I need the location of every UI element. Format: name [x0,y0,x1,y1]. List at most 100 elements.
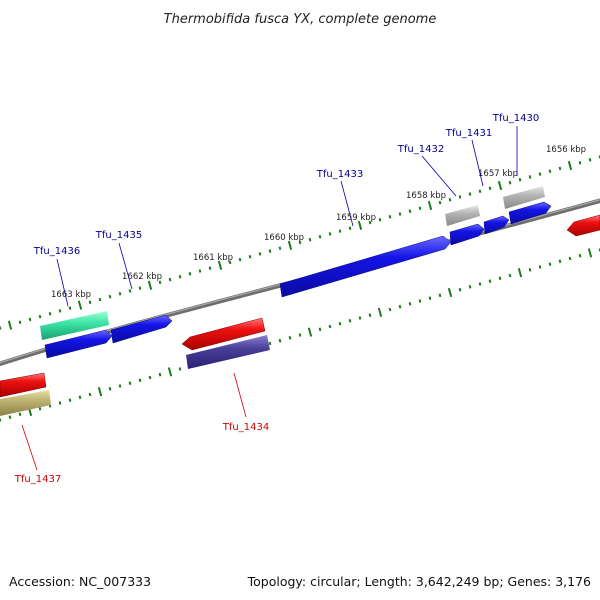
outer-ruler-minor-tick [308,237,312,242]
outer-ruler-minor-tick [178,274,182,279]
inner-ruler-minor-tick [8,415,12,419]
inner-ruler-minor-tick [458,287,462,292]
outer-ruler-minor-tick [348,226,352,231]
feature-bar-olive-1437[interactable] [0,390,51,416]
tick-label-1659: 1659 kbp [336,213,376,223]
genome-summary-text: Topology: circular; Length: 3,642,249 bp… [247,574,591,589]
feature-bar-grey-1430[interactable] [503,186,545,209]
outer-ruler-minor-tick [198,269,202,273]
leader-line-tfu-1433 [340,180,354,227]
gene-label-tfu-1436[interactable]: Tfu_1436 [33,246,80,257]
outer-ruler-minor-tick [118,292,122,296]
inner-ruler-minor-tick [478,282,482,286]
inner-ruler-minor-tick [38,406,42,411]
inner-ruler-minor-tick [178,367,182,371]
gene-label-tfu-1437[interactable]: Tfu_1437 [14,474,61,485]
inner-ruler-minor-tick [548,262,552,266]
gene-label-tfu-1434[interactable]: Tfu_1434 [222,422,269,433]
outer-ruler-minor-tick [38,314,42,319]
inner-ruler-minor-tick [128,381,132,385]
gene-arrow-tfu-1433[interactable] [279,235,452,298]
outer-ruler-minor-tick [268,249,272,253]
outer-ruler-minor-tick [368,220,372,225]
outer-ruler-minor-tick [258,252,262,256]
gene-label-tfu-1431[interactable]: Tfu_1431 [445,128,492,139]
inner-ruler-minor-tick [568,256,572,261]
inner-ruler-minor-tick [558,259,562,264]
outer-ruler-minor-tick [108,294,112,299]
inner-ruler-minor-tick [498,276,502,281]
accession-text: Accession: NC_007333 [9,574,151,589]
gene-arrow-tfu-1434[interactable] [181,317,266,351]
inner-ruler-minor-tick [508,273,512,278]
inner-ruler-minor-tick [318,327,322,332]
outer-ruler-minor-tick [338,229,342,233]
gene-label-tfu-1432[interactable]: Tfu_1432 [397,144,444,155]
inner-ruler-minor-tick [138,378,142,383]
inner-ruler-minor-tick [68,398,72,402]
tick-label-1662: 1662 kbp [122,272,162,282]
outer-ruler-minor-tick [188,272,192,276]
outer-ruler-major-tick [567,160,573,171]
inner-ruler-minor-tick [348,319,352,323]
feature-bar-navy-1434[interactable] [186,335,270,369]
inner-ruler-minor-tick [438,293,442,298]
outer-ruler-major-tick [357,220,363,230]
gene-arrow-tfu-1431[interactable] [483,215,510,235]
outer-ruler-minor-tick [228,260,232,265]
gene-arrow-tfu-1432[interactable] [449,223,485,246]
feature-bar-grey-1432[interactable] [445,205,480,226]
inner-ruler-minor-tick [288,336,292,340]
outer-ruler-major-tick [427,200,433,211]
outer-ruler-minor-tick [418,206,422,211]
tick-label-1663: 1663 kbp [51,290,91,300]
gene-label-tfu-1430[interactable]: Tfu_1430 [492,113,539,124]
outer-ruler-minor-tick [58,309,62,313]
outer-ruler-minor-tick [138,286,142,290]
inner-ruler-minor-tick [148,375,152,380]
inner-ruler-major-tick [377,307,383,317]
inner-ruler-minor-tick [108,387,112,391]
inner-ruler-major-tick [447,287,453,298]
gene-label-tfu-1433[interactable]: Tfu_1433 [316,169,363,180]
outer-ruler-major-tick [77,300,83,310]
gene-arrow-tfu-1436[interactable] [44,329,113,359]
inner-ruler-minor-tick [338,321,342,326]
outer-ruler [0,155,600,330]
inner-ruler-minor-tick [88,392,92,397]
outer-ruler-minor-tick [128,289,132,293]
gene-label-tfu-1435[interactable]: Tfu_1435 [95,230,142,241]
gene-arrow-tfu-1435[interactable] [110,314,173,344]
inner-ruler-minor-tick [118,384,122,388]
inner-ruler-major-tick [97,387,103,397]
outer-ruler-minor-tick [468,192,472,196]
outer-ruler-minor-tick [248,254,252,259]
inner-ruler-minor-tick [538,265,542,269]
outer-ruler-major-tick [287,240,293,250]
outer-ruler-minor-tick [28,317,32,322]
gene-arrow-tfu-1437[interactable] [0,372,47,398]
inner-ruler-minor-tick [428,296,432,300]
gene-arrow-tfu-1429[interactable] [566,214,600,237]
leader-line-tfu-1431 [471,139,484,187]
outer-ruler-minor-tick [558,166,562,171]
inner-ruler-minor-tick [468,285,472,289]
outer-ruler-minor-tick [208,266,212,270]
outer-ruler-major-tick [497,180,503,191]
outer-ruler-minor-tick [588,158,592,162]
inner-ruler-major-tick [517,268,523,278]
gene-arrow-tfu-1430[interactable] [508,201,552,225]
inner-ruler-minor-tick [398,304,402,309]
inner-ruler-minor-tick [388,307,392,312]
leader-line-tfu-1434 [233,372,247,418]
leader-line-tfu-1437 [21,424,38,471]
outer-ruler-minor-tick [378,217,382,222]
outer-ruler-minor-tick [548,169,552,174]
feature-bar-teal-1436[interactable] [40,311,109,340]
inner-ruler-minor-tick [528,268,532,272]
outer-ruler-minor-tick [518,178,522,182]
outer-ruler-major-tick [217,260,223,270]
outer-ruler-minor-tick [388,215,392,219]
outer-ruler-minor-tick [408,209,412,213]
outer-ruler-minor-tick [98,297,102,302]
